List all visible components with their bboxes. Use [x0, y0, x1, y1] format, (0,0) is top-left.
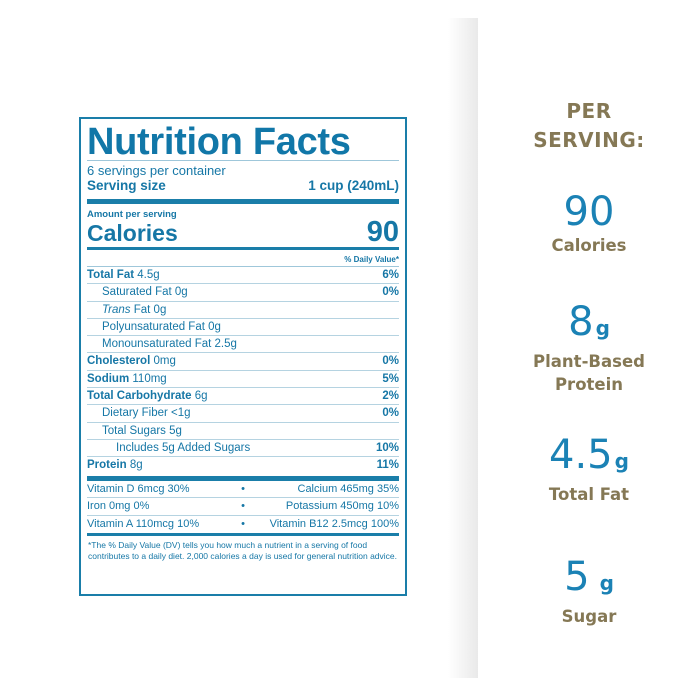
stat-unit: g	[595, 316, 610, 340]
nutrient-row-total-fat: Total Fat 4.5g 6%	[87, 267, 399, 285]
nutrient-dv: 11%	[376, 459, 399, 472]
stat-label: Calories	[551, 236, 627, 255]
stat-calories: 90 Calories	[478, 190, 700, 257]
nutrient-name: Cholesterol	[87, 355, 151, 368]
nutrient-row-cholesterol: Cholesterol 0mg 0%	[87, 353, 399, 371]
nutrient-name: Includes 5g Added Sugars	[116, 441, 251, 454]
nutrient-row-trans-fat: Trans Fat 0g	[87, 302, 399, 319]
servings-per-container: 6 servings per container	[87, 163, 226, 178]
vitamin-row: Iron 0mg 0% • Potassium 450mg 10%	[87, 498, 399, 516]
bullet-separator: •	[241, 500, 245, 513]
panel-divider-shadow	[448, 18, 478, 678]
nutrient-row-total-carbohydrate: Total Carbohydrate 6g 2%	[87, 388, 399, 406]
label-title: Nutrition Facts	[87, 119, 399, 162]
daily-value-header: % Daily Value*	[87, 250, 399, 267]
nutrient-name: Total Carbohydrate	[87, 390, 192, 403]
amount-per-serving: Amount per serving	[87, 209, 177, 220]
nutrient-amount: 4.5g	[137, 269, 160, 281]
calories-label: Calories	[87, 220, 178, 246]
stat-label: Protein	[554, 375, 624, 394]
nutrient-name: Saturated Fat	[102, 286, 172, 299]
nutrient-row-polyunsaturated-fat: Polyunsaturated Fat 0g	[87, 319, 399, 337]
medium-divider	[87, 533, 399, 537]
stat-number: 5	[564, 554, 590, 600]
medium-divider	[87, 247, 399, 250]
calories-row: Calories 90	[87, 216, 399, 248]
stat-number: 90	[563, 189, 615, 235]
stat-unit: g	[614, 449, 629, 473]
nutrient-dv: 10%	[375, 441, 399, 454]
vitamin-right: Vitamin B12 2.5mcg 100%	[269, 517, 399, 530]
heading-line: PER	[566, 99, 612, 123]
nutrient-amount: Fat 0g	[130, 303, 167, 316]
nutrient-name: Polyunsaturated Fat	[102, 320, 205, 333]
nutrient-amount: 0g	[208, 320, 221, 333]
stat-value: 90	[478, 190, 700, 234]
calories-value: 90	[366, 216, 399, 248]
vitamin-right: Potassium 450mg 10%	[285, 500, 399, 513]
serving-size-value: 1 cup (240mL)	[308, 178, 399, 193]
vitamin-row: Vitamin A 110mcg 10% • Vitamin B12 2.5mc…	[87, 516, 399, 534]
nutrient-row-protein: Protein 8g 11%	[87, 457, 399, 474]
stat-total-fat: 4.5 g Total Fat	[478, 433, 700, 506]
nutrient-dv: 2%	[382, 390, 399, 403]
nutrition-facts-label: Nutrition Facts 6 servings per container…	[79, 117, 407, 596]
nutrient-amount: 2.5g	[214, 338, 237, 351]
daily-value-footnote: *The % Daily Value (DV) tells you how mu…	[88, 540, 398, 561]
stat-label: Sugar	[561, 607, 617, 626]
nutrient-dv: 0%	[382, 407, 399, 420]
nutrient-dv: 5%	[382, 372, 399, 385]
vitamin-left: Vitamin D 6mcg 30%	[87, 482, 190, 495]
nutrient-dv: 6%	[382, 269, 399, 281]
nutrient-row-monounsaturated-fat: Monounsaturated Fat 2.5g	[87, 336, 399, 354]
bullet-separator: •	[241, 482, 245, 495]
nutrient-dv: 0%	[382, 286, 399, 299]
per-serving-heading: PER SERVING:	[478, 97, 700, 155]
nutrient-name: Protein	[87, 459, 127, 472]
nutrient-amount: 0mg	[153, 355, 176, 368]
nutrient-amount: 6g	[194, 390, 208, 403]
stat-unit: g	[599, 571, 614, 595]
heading-line: SERVING:	[533, 128, 645, 152]
nutrient-name: Total Fat	[87, 269, 135, 281]
thick-divider	[87, 475, 399, 481]
stat-number: 4.5	[549, 432, 613, 478]
nutrient-amount: 8g	[129, 459, 143, 472]
nutrient-amount: 5g	[169, 424, 182, 437]
nutrient-name: Dietary Fiber	[102, 407, 168, 420]
nutrient-amount: 110mg	[132, 372, 167, 385]
stat-number: 8	[568, 299, 594, 345]
nutrient-name: Sodium	[87, 372, 130, 385]
nutrient-row-dietary-fiber: Dietary Fiber <1g 0%	[87, 405, 399, 423]
nutrient-amount: 0g	[174, 286, 188, 299]
bullet-separator: •	[241, 517, 245, 530]
nutrient-dv: 0%	[382, 355, 399, 368]
stat-value: 4.5 g	[478, 433, 700, 483]
nutrient-row-added-sugars: Includes 5g Added Sugars 10%	[87, 440, 399, 458]
nutrient-amount: <1g	[171, 407, 191, 420]
serving-size-row: Serving size 1 cup (240mL)	[87, 178, 399, 194]
nutrient-row-saturated-fat: Saturated Fat 0g 0%	[87, 284, 399, 302]
nutrient-row-sodium: Sodium 110mg 5%	[87, 371, 399, 389]
nutrient-name: Monounsaturated Fat	[102, 338, 212, 351]
stat-label: Plant-Based	[533, 352, 645, 371]
vitamin-row: Vitamin D 6mcg 30% • Calcium 465mg 35%	[87, 481, 399, 499]
vitamin-left: Iron 0mg 0%	[87, 500, 150, 513]
nutrient-name: Total Sugars	[102, 424, 166, 437]
thick-divider	[87, 199, 399, 204]
vitamin-left: Vitamin A 110mcg 10%	[87, 517, 200, 530]
vitamin-right: Calcium 465mg 35%	[297, 482, 400, 495]
nutrient-name: Trans	[102, 303, 131, 316]
nutrient-row-total-sugars: Total Sugars 5g	[87, 423, 399, 440]
serving-size-label: Serving size	[87, 178, 166, 193]
stat-label: Total Fat	[548, 485, 630, 504]
